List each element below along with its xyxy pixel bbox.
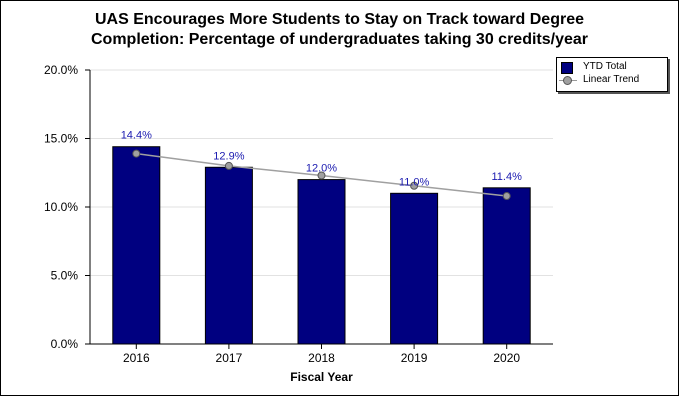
trend-marker [132,149,141,158]
trend-marker [502,192,511,201]
data-label: 12.0% [306,163,337,175]
legend-swatch-marker [563,76,572,85]
legend-item-ytd-total: YTD Total [557,61,667,74]
x-tick-label: 2019 [401,351,428,365]
legend-swatch-bar [561,62,573,74]
x-tick-label: 2020 [493,351,520,365]
data-label: 11.4% [492,171,523,183]
bar [390,192,439,345]
bar [482,187,531,345]
legend-label: YTD Total [583,61,627,72]
bar [112,146,161,345]
trend-marker [317,171,326,180]
x-tick-label: 2016 [123,351,150,365]
data-label: 14.4% [121,130,152,142]
y-tick-label: 0.0% [51,337,79,351]
data-label: 12.9% [213,150,244,162]
legend-label: Linear Trend [583,74,640,85]
x-axis-title: Fiscal Year [290,370,353,384]
data-label: 11.0% [399,176,430,188]
legend-item-linear-trend: Linear Trend [557,74,667,87]
y-tick-label: 10.0% [44,200,78,214]
y-tick-label: 5.0% [51,269,79,283]
bar [297,179,346,345]
chart-title: UAS Encourages More Students to Stay on … [90,11,589,48]
trend-marker [410,181,419,190]
y-tick-label: 15.0% [44,132,78,146]
y-tick-label: 20.0% [44,63,78,77]
trend-marker [224,161,233,170]
x-tick-label: 2018 [308,351,335,365]
legend: YTD Total Linear Trend [556,57,668,92]
bar [204,166,253,345]
x-tick-label: 2017 [216,351,243,365]
